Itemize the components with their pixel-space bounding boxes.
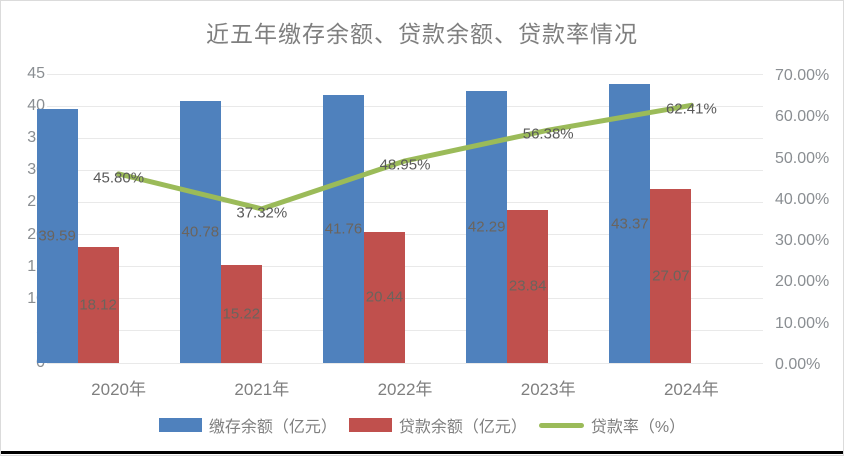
grid-line (47, 330, 763, 332)
deposit-balance-value-label: 40.78 (181, 223, 220, 241)
grid-line (47, 234, 763, 236)
grid-line (47, 362, 763, 364)
chart-title: 近五年缴存余额、贷款余额、贷款率情况 (206, 21, 638, 47)
loan-balance-value-label: 15.22 (222, 305, 261, 323)
legend-label: 贷款率（%） (590, 419, 686, 436)
grid-line (47, 137, 763, 139)
legend: 缴存余额（亿元） 贷款余额（亿元） 贷款率（%） (1, 413, 843, 437)
grid-line (47, 73, 763, 75)
y-axis-right-tick: 50.00% (775, 149, 830, 167)
y-axis-right-tick: 40.00% (775, 190, 830, 208)
loan-balance-bar-2024年 (650, 189, 692, 363)
grid-line (47, 266, 763, 268)
x-axis-label-2020年: 2020年 (91, 380, 146, 399)
loan-balance-value-label: 20.44 (365, 288, 404, 306)
loan-rate-point-label: 48.95% (379, 156, 431, 174)
legend-item-loan-balance: 贷款余额（亿元） (348, 413, 527, 437)
deposit-balance-value-label: 42.29 (467, 218, 506, 236)
x-axis-label-2022年: 2022年 (377, 380, 433, 399)
y-axis-right-tick: 30.00% (775, 232, 830, 250)
legend-item-deposit-balance: 缴存余额（亿元） (158, 413, 337, 437)
loan-balance-bar-2020年 (77, 246, 119, 363)
deposit-balance-value-label: 39.59 (38, 227, 76, 245)
loan-balance-bar-2023年 (507, 209, 549, 363)
loan-balance-value-label: 27.07 (652, 267, 690, 285)
y-axis-left-tick: 45 (27, 65, 45, 82)
deposit-balance-value-label: 41.76 (324, 220, 363, 238)
x-axis-label-2024年: 2024年 (663, 380, 719, 399)
loan-balance-value-label: 23.84 (508, 277, 547, 295)
deposit-balance-color-swatch (158, 418, 202, 432)
loan-rate-point-label: 45.80% (93, 169, 145, 187)
y-axis-right-tick: 60.00% (775, 108, 830, 126)
loan-balance-bar-2021年 (220, 265, 262, 363)
loan-rate-point-label: 37.32% (236, 204, 288, 222)
y-axis-right-tick: 0.00% (775, 356, 821, 373)
loan-balance-bar-2022年 (364, 231, 405, 363)
deposit-balance-bar-2020年 (36, 108, 78, 363)
loan-rate-point-label: 56.38% (522, 125, 574, 143)
legend-label: 缴存余额（亿元） (208, 419, 337, 436)
y-axis-right-tick: 70.00% (775, 67, 830, 84)
x-axis-label-2023年: 2023年 (520, 380, 576, 399)
y-axis-right-tick: 10.00% (775, 314, 830, 332)
x-axis-label-2021年: 2021年 (234, 380, 290, 399)
deposit-balance-value-label: 43.37 (611, 215, 649, 233)
loan-balance-color-swatch (348, 418, 392, 432)
grid-line (47, 298, 763, 300)
y-axis-right-tick: 20.00% (775, 273, 830, 291)
document-bottom-border (1, 451, 843, 454)
loan-rate-point-label: 62.41% (665, 100, 717, 118)
grid-line (47, 105, 763, 107)
loan-balance-value-label: 18.12 (79, 296, 117, 314)
legend-label: 贷款余额（亿元） (398, 419, 527, 436)
loan-rate-line-swatch (538, 422, 584, 428)
legend-item-loan-rate: 贷款率（%） (538, 413, 686, 437)
